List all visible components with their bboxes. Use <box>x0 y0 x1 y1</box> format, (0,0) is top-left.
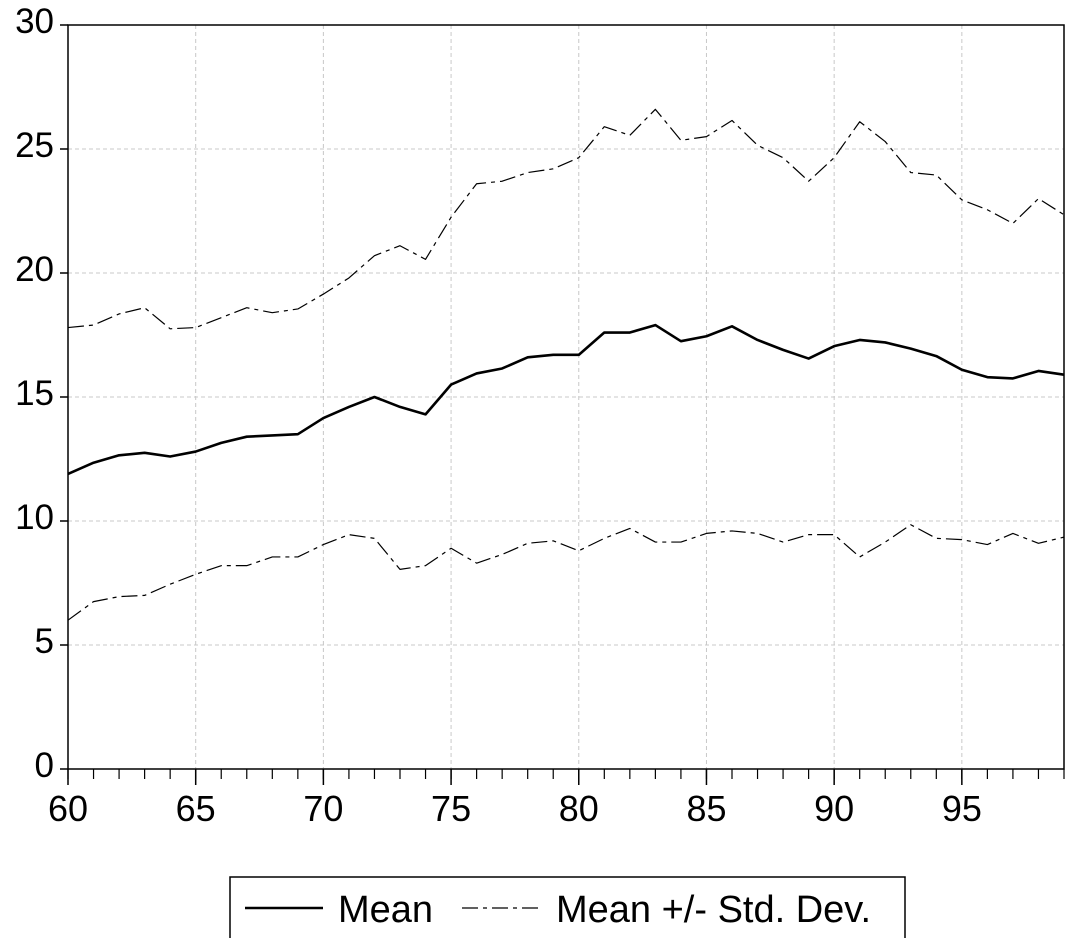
legend-label: Mean +/- Std. Dev. <box>556 889 871 931</box>
x-tick-label: 75 <box>431 788 471 829</box>
y-tick-label: 10 <box>15 498 54 537</box>
y-tick-label: 5 <box>35 622 54 661</box>
y-tick-label: 15 <box>15 374 54 413</box>
series-line-lower <box>67 524 1065 621</box>
x-tick-label: 60 <box>48 788 88 829</box>
y-tick-label: 25 <box>15 126 54 165</box>
x-tick-label: 85 <box>686 788 726 829</box>
y-tick-label: 20 <box>15 250 54 289</box>
x-tick-label: 95 <box>942 788 982 829</box>
x-tick-label: 70 <box>303 788 343 829</box>
x-tick-label: 65 <box>176 788 216 829</box>
x-tick-label: 80 <box>559 788 599 829</box>
series-line <box>67 108 1065 330</box>
y-tick-label: 30 <box>15 2 54 41</box>
legend-box <box>229 876 906 938</box>
x-tick-label: 90 <box>814 788 854 829</box>
y-tick-label: 0 <box>35 746 54 785</box>
series-line <box>67 323 1065 476</box>
legend-label: Mean <box>338 889 433 931</box>
